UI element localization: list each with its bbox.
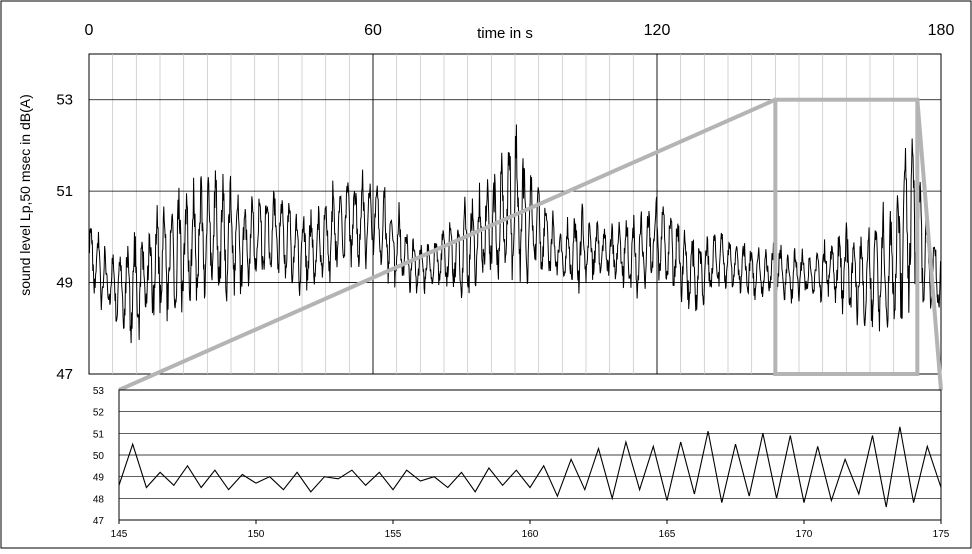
main-x-tick-label: 60 xyxy=(364,22,382,39)
main-y-tick-label: 53 xyxy=(56,92,73,109)
inset-y-tick-label: 48 xyxy=(93,494,105,505)
main-x-tick-label: 180 xyxy=(928,22,955,39)
main-chart: 0 60 120 180 47 49 51 53 time in s sound level… xyxy=(17,22,954,383)
main-series-line xyxy=(88,124,942,344)
inset-x-tick-label: 145 xyxy=(111,529,128,540)
inset-y-tick-label: 51 xyxy=(93,429,105,440)
zoom-connector-right xyxy=(915,99,943,391)
main-y-tick-label: 47 xyxy=(56,366,73,383)
main-y-tick-label: 49 xyxy=(56,275,73,292)
inset-y-tick-label: 50 xyxy=(93,451,105,462)
inset-x-tick-label: 155 xyxy=(385,529,402,540)
y-axis-label: sound level Lp,50 msec in dB(A) xyxy=(17,94,33,296)
main-x-tick-label: 0 xyxy=(85,22,94,39)
inset-x-tick-label: 165 xyxy=(659,529,676,540)
main-x-tick-label: 120 xyxy=(644,22,671,39)
x-axis-label: time in s xyxy=(477,25,533,42)
inset-x-tick-label: 170 xyxy=(796,529,813,540)
inset-x-tick-label: 150 xyxy=(248,529,265,540)
inset-y-tick-label: 52 xyxy=(93,408,105,419)
inset-y-tick-label: 47 xyxy=(93,516,105,527)
inset-y-tick-label: 49 xyxy=(93,473,105,484)
inset-x-tick-label: 175 xyxy=(933,529,950,540)
zoom-connector-left xyxy=(118,97,777,392)
zoom-overlay xyxy=(118,97,943,392)
zoom-rectangle xyxy=(773,97,920,376)
inset-x-tick-label: 160 xyxy=(522,529,539,540)
inset-series-line xyxy=(118,426,942,508)
inset-chart: 145 150 155 160 165 170 175 47 48 49 50 51 52 53 xyxy=(93,386,950,540)
inset-y-tick-label: 53 xyxy=(93,386,105,397)
main-y-tick-label: 51 xyxy=(56,183,73,200)
